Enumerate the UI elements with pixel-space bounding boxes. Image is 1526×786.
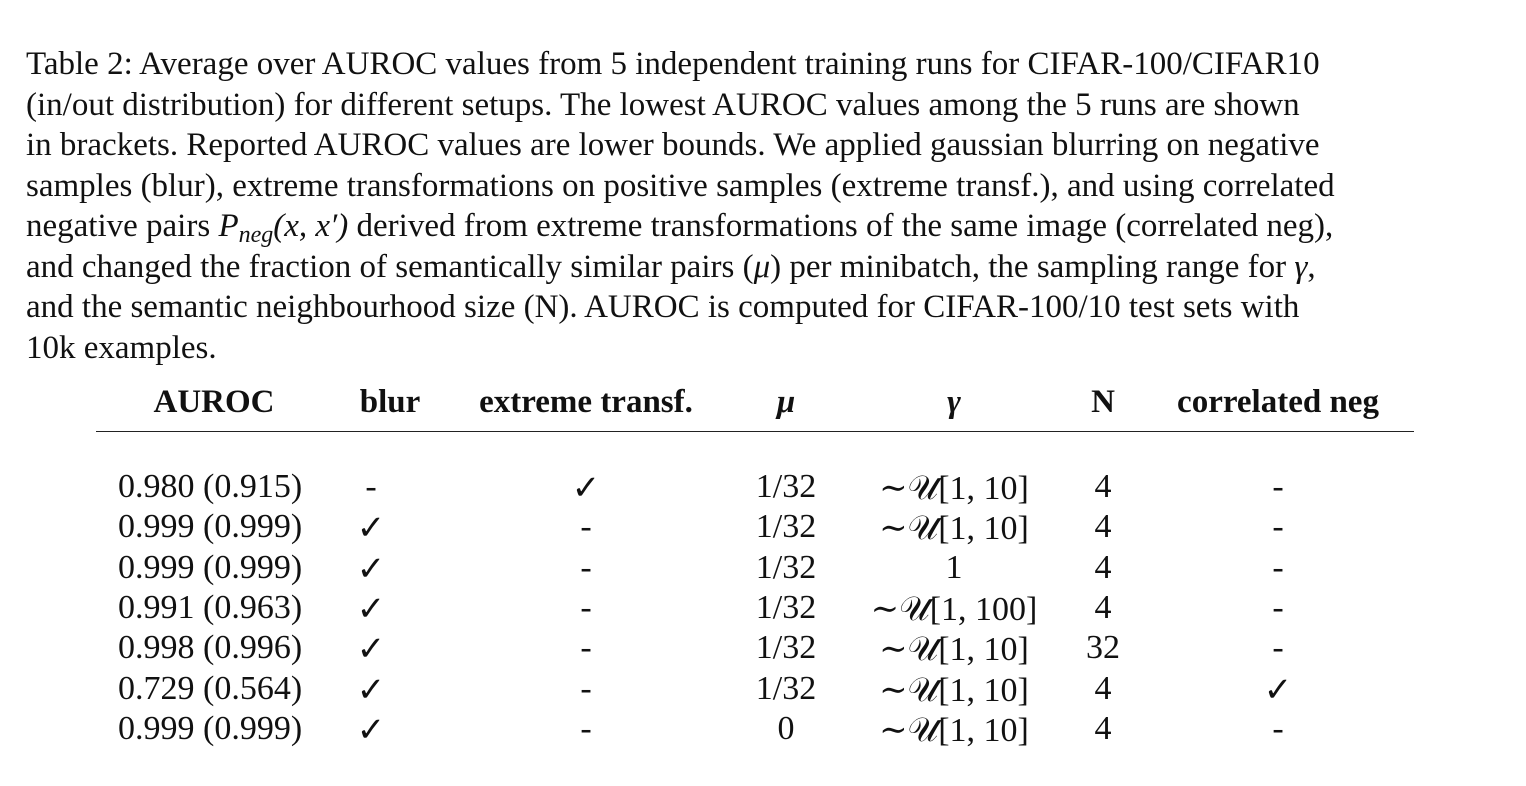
table-row: 0.999 (0.999) ✓ - 0 ∼𝒰[1, 10] 4 - bbox=[96, 710, 1414, 750]
table-row: 0.729 (0.564) ✓ - 1/32 ∼𝒰[1, 10] 4 ✓ bbox=[96, 670, 1414, 710]
cell-corr: - bbox=[1272, 468, 1284, 505]
cell-gamma: ∼𝒰[1, 10] bbox=[879, 711, 1029, 749]
caption-line: and the semantic neighbourhood size (N).… bbox=[26, 289, 1300, 325]
header-mu: μ bbox=[776, 384, 796, 420]
cell-auroc: 0.999 (0.999) bbox=[118, 709, 303, 747]
cell-mu: 1/32 bbox=[755, 548, 817, 586]
cell-corr: - bbox=[1272, 709, 1284, 747]
caption-text: and changed the fraction of semantically… bbox=[26, 248, 754, 285]
caption-line: negative pairs Pneg(x, x′) derived from … bbox=[26, 206, 1484, 247]
caption-line: samples (blur), extreme transformations … bbox=[26, 167, 1335, 204]
cell-n: 4 bbox=[1094, 548, 1112, 586]
cell-auroc: 0.729 (0.564) bbox=[118, 669, 303, 707]
header-n: N bbox=[1091, 384, 1115, 420]
caption-text: negative pairs bbox=[26, 208, 219, 244]
table-header: AUROC blur extreme transf. μ γ N correla… bbox=[96, 384, 1414, 430]
cell-gamma: 1 bbox=[945, 548, 963, 586]
cell-corr: - bbox=[1272, 588, 1284, 626]
caption-text: derived from extreme transformations of … bbox=[348, 208, 1334, 244]
cell-mu: 1/32 bbox=[755, 629, 817, 667]
cell-auroc: 0.991 (0.963) bbox=[118, 588, 303, 626]
cell-extreme: - bbox=[580, 588, 592, 626]
cell-blur: ✓ bbox=[356, 631, 386, 669]
cell-n: 32 bbox=[1086, 629, 1120, 667]
cell-mu: 1/32 bbox=[755, 588, 817, 626]
caption-text: ) per minibatch, the sampling range for bbox=[770, 248, 1295, 285]
cell-gamma: ∼𝒰[1, 10] bbox=[879, 470, 1029, 507]
header-auroc: AUROC bbox=[153, 384, 275, 420]
table-row: 0.999 (0.999) ✓ - 1/32 1 4 - bbox=[96, 549, 1414, 589]
table-row: 0.980 (0.915) - ✓ 1/32 ∼𝒰[1, 10] 4 - bbox=[96, 468, 1414, 508]
cell-n: 4 bbox=[1094, 709, 1112, 747]
cell-n: 4 bbox=[1094, 588, 1112, 626]
cell-blur: ✓ bbox=[356, 711, 386, 749]
cell-blur: ✓ bbox=[356, 590, 386, 628]
table-row: 0.999 (0.999) ✓ - 1/32 ∼𝒰[1, 10] 4 - bbox=[96, 508, 1414, 548]
cell-auroc: 0.999 (0.999) bbox=[118, 508, 303, 546]
cell-corr: ✓ bbox=[1263, 671, 1293, 709]
cell-auroc: 0.999 (0.999) bbox=[118, 548, 303, 586]
results-table: AUROC blur extreme transf. μ γ N correla… bbox=[96, 384, 1414, 749]
cell-extreme: - bbox=[580, 669, 592, 707]
cell-corr: - bbox=[1272, 548, 1284, 586]
cell-extreme: - bbox=[580, 629, 592, 667]
cell-mu: 0 bbox=[777, 709, 795, 747]
table-row: 0.998 (0.996) ✓ - 1/32 ∼𝒰[1, 10] 32 - bbox=[96, 629, 1414, 669]
cell-mu: 1/32 bbox=[755, 508, 817, 546]
caption-math-mu: μ bbox=[753, 248, 771, 285]
cell-n: 4 bbox=[1094, 468, 1112, 505]
table-row: 0.991 (0.963) ✓ - 1/32 ∼𝒰[1, 100] 4 - bbox=[96, 589, 1414, 629]
cell-extreme: - bbox=[580, 548, 592, 586]
caption-line: in brackets. Reported AUROC values are l… bbox=[26, 127, 1320, 163]
cell-gamma: ∼𝒰[1, 10] bbox=[879, 510, 1029, 548]
header-rule bbox=[96, 431, 1414, 432]
cell-mu: 1/32 bbox=[755, 669, 817, 707]
caption-math-p: P bbox=[218, 208, 239, 244]
caption-line: Table 2: Average over AUROC values from … bbox=[26, 46, 1320, 82]
cell-blur: ✓ bbox=[356, 550, 386, 588]
cell-blur: ✓ bbox=[356, 671, 386, 709]
cell-n: 4 bbox=[1094, 669, 1112, 707]
header-blur: blur bbox=[359, 384, 421, 420]
cell-extreme: - bbox=[580, 709, 592, 747]
caption-text: , bbox=[1307, 248, 1316, 285]
table-caption: Table 2: Average over AUROC values from … bbox=[26, 44, 1484, 368]
caption-math-sub: neg bbox=[238, 222, 274, 248]
cell-extreme: ✓ bbox=[571, 470, 601, 507]
cell-blur: ✓ bbox=[356, 510, 386, 548]
caption-line: (in/out distribution) for different setu… bbox=[26, 86, 1300, 123]
cell-corr: - bbox=[1272, 508, 1284, 546]
cell-mu: 1/32 bbox=[755, 468, 817, 505]
caption-line: 10k examples. bbox=[26, 329, 217, 366]
cell-auroc: 0.998 (0.996) bbox=[118, 629, 303, 667]
header-gamma: γ bbox=[947, 384, 961, 420]
cell-gamma: ∼𝒰[1, 100] bbox=[870, 590, 1038, 628]
cell-gamma: ∼𝒰[1, 10] bbox=[879, 631, 1029, 669]
cell-corr: - bbox=[1272, 629, 1284, 667]
caption-math-args: (x, x′) bbox=[273, 208, 349, 244]
header-correlated-neg: correlated neg bbox=[1177, 384, 1379, 420]
cell-gamma: ∼𝒰[1, 10] bbox=[879, 671, 1029, 709]
caption-math-gamma: γ bbox=[1294, 248, 1308, 285]
cell-extreme: - bbox=[580, 508, 592, 546]
caption-line: and changed the fraction of semantically… bbox=[26, 247, 1484, 288]
cell-n: 4 bbox=[1094, 508, 1112, 546]
cell-blur: - bbox=[365, 468, 377, 505]
header-extreme-transf: extreme transf. bbox=[479, 384, 693, 420]
cell-auroc: 0.980 (0.915) bbox=[118, 468, 303, 505]
